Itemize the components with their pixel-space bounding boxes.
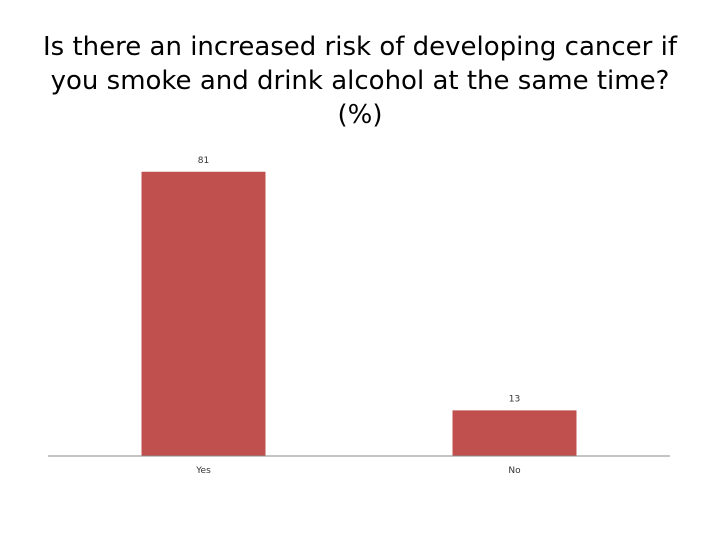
chart-title: Is there an increased risk of developing… xyxy=(43,32,677,130)
data-label-no: 13 xyxy=(509,394,520,404)
x-tick-label-no: No xyxy=(508,466,521,476)
bar-no xyxy=(452,410,577,456)
data-label-yes: 81 xyxy=(198,156,209,166)
bars-group xyxy=(141,171,577,456)
labels-group: 81 Yes 13 No xyxy=(195,156,521,476)
bar-yes xyxy=(141,171,266,456)
x-tick-label-yes: Yes xyxy=(195,466,211,476)
